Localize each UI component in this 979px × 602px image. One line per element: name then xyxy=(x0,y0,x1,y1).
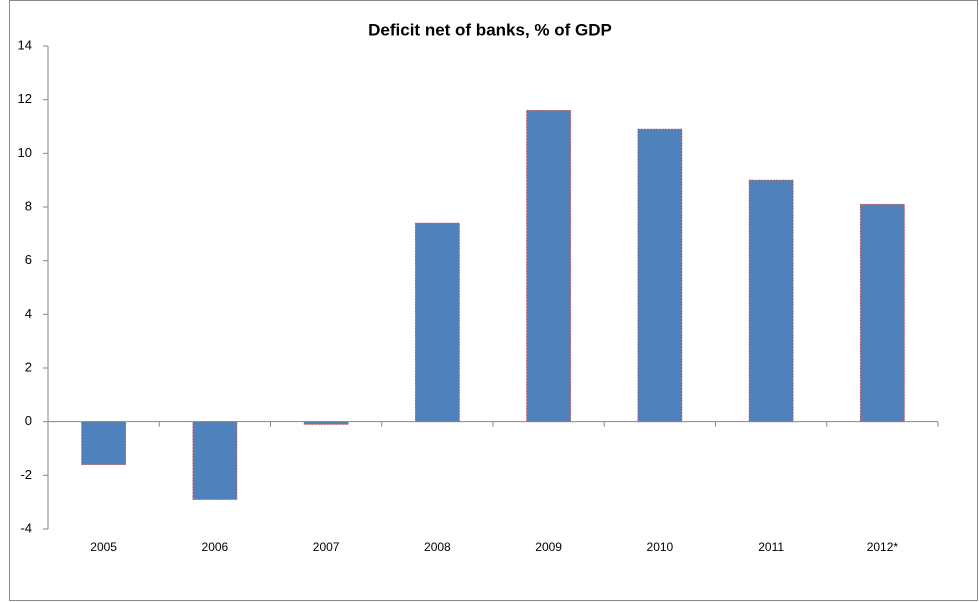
y-tick-label: 4 xyxy=(25,306,32,321)
y-tick-label: 14 xyxy=(18,37,32,52)
y-tick-label: 2 xyxy=(25,359,32,374)
y-tick-label: 8 xyxy=(25,198,32,213)
y-tick-label: -2 xyxy=(20,467,32,482)
bar xyxy=(637,128,683,423)
y-tick-label: 12 xyxy=(18,91,32,106)
y-tick-label: -4 xyxy=(20,520,32,535)
y-tick-label: 0 xyxy=(25,413,32,428)
bar xyxy=(414,222,460,423)
bar xyxy=(748,179,794,423)
chart-border xyxy=(9,0,978,601)
x-tick-label: 2010 xyxy=(647,540,674,554)
x-tick-label: 2009 xyxy=(535,540,562,554)
x-tick-label: 2011 xyxy=(758,540,784,554)
chart-title: Deficit net of banks, % of GDP xyxy=(368,20,612,39)
bar xyxy=(192,421,238,500)
x-tick-label: 2012* xyxy=(867,540,899,554)
x-tick-label: 2006 xyxy=(202,540,229,554)
x-tick-label: 2005 xyxy=(90,540,117,554)
bar xyxy=(81,421,127,465)
bar xyxy=(526,110,572,423)
y-tick-label: 10 xyxy=(18,145,32,160)
y-tick-label: 6 xyxy=(25,252,32,267)
x-tick-label: 2008 xyxy=(424,540,451,554)
x-tick-label: 2007 xyxy=(313,540,340,554)
bar xyxy=(859,203,905,423)
